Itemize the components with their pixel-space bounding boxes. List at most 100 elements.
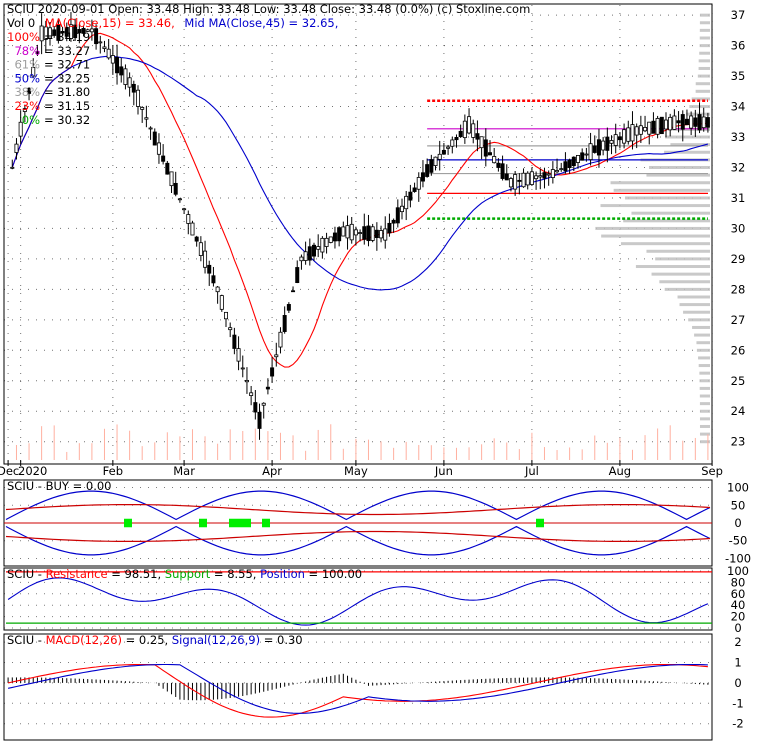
candle-body (555, 170, 560, 173)
sub-tick-label: -100 (725, 551, 751, 565)
price-tick-label: 32 (731, 160, 746, 174)
signal-label: Signal(12,26,9) (172, 633, 260, 647)
candle-body (307, 246, 312, 261)
macd-line (7, 663, 708, 718)
profile-bar (694, 333, 710, 337)
volume-bar (53, 425, 55, 460)
candle-body (546, 173, 551, 176)
fib-value-label: = 30.32 (44, 113, 90, 127)
profile-bar (696, 341, 710, 345)
position-label: Position (260, 567, 305, 581)
candle-body (496, 162, 501, 168)
candle-body (672, 115, 677, 130)
profile-bar (620, 242, 710, 246)
price-tick-label: 26 (731, 343, 746, 357)
candle-body (244, 379, 249, 383)
profile-bar (600, 204, 710, 208)
volume-bar (669, 425, 671, 460)
profile-bar (595, 226, 710, 230)
profile-bar (699, 51, 710, 55)
macd-y-axis: 2 1 0 -1 -2 (732, 635, 743, 731)
volume-bar (191, 429, 193, 460)
candle-body (404, 195, 409, 210)
profile-bar (699, 394, 710, 398)
volume-bar (430, 445, 432, 460)
price-tick-label: 23 (731, 435, 746, 449)
date-tick-label: May (344, 464, 368, 478)
volume-bar (15, 445, 17, 460)
candle-body (408, 191, 413, 201)
profile-bar (699, 379, 710, 383)
ma45-line (11, 55, 709, 291)
candle-body (370, 226, 375, 241)
volume-bar (279, 432, 281, 460)
candle-body (190, 222, 195, 236)
candle-body (471, 123, 476, 138)
ma15-label: MA(Close,15) = 33.46, (45, 16, 175, 30)
profile-bar (664, 287, 710, 291)
candle-body (270, 367, 275, 377)
candle-body (697, 114, 702, 131)
candle-body (592, 145, 597, 153)
candle-body (638, 125, 643, 135)
candle-body (73, 24, 78, 39)
fib-value-label: = 32.71 (44, 58, 90, 72)
sub-tick-label: -50 (729, 534, 748, 548)
volume-bar (28, 443, 30, 460)
candle-body (236, 348, 241, 362)
profile-bar (699, 21, 710, 25)
candle-body (559, 168, 564, 171)
fib-pct-label: 38% (14, 85, 40, 99)
candle-body (705, 117, 710, 128)
candle-body (521, 172, 526, 188)
profile-bar (699, 44, 710, 48)
buy-panel: 100 50 0 -50 -100 SCIU - BUY = 0.00 (3, 479, 751, 567)
volume-bar (694, 437, 696, 460)
volume-bar (367, 439, 369, 460)
candle-body (56, 24, 61, 41)
candle-body (563, 161, 568, 172)
profile-bar (695, 82, 710, 86)
candle-body (693, 117, 698, 127)
profile-bar (691, 97, 710, 101)
candle-body (613, 134, 618, 146)
signal-line (7, 663, 708, 714)
volume-bars (15, 424, 709, 460)
profile-bar (699, 409, 710, 413)
profile-bar (698, 59, 710, 63)
candle-body (634, 126, 639, 136)
volume-bar (493, 438, 495, 460)
price-tick-label: 36 (731, 39, 746, 53)
candle-body (651, 120, 656, 134)
sub-tick-label: 80 (731, 575, 746, 589)
sub-tick-label: 40 (731, 598, 746, 612)
profile-bar (699, 424, 710, 428)
candle-body (219, 295, 224, 310)
candle-body (446, 146, 451, 149)
candle-body (177, 198, 182, 201)
position-line (7, 577, 709, 626)
buy-signal-marker (536, 518, 544, 528)
date-tick-label: Mar (173, 464, 195, 478)
candle-body (492, 156, 497, 164)
candle-body (513, 174, 518, 190)
volume-bar (481, 444, 483, 460)
date-tick-label: Apr (262, 464, 282, 478)
volume-bar (204, 436, 206, 460)
candle-body (261, 402, 266, 406)
candle-body (265, 386, 270, 390)
candle-body (525, 172, 530, 186)
volume-bar (242, 430, 244, 460)
candle-body (437, 153, 442, 160)
candle-body (182, 208, 187, 211)
fib-value-label: = 34.19 (44, 30, 90, 44)
candle-body (324, 237, 329, 247)
profile-bar (664, 150, 710, 154)
sub-tick-label: -2 (732, 717, 743, 731)
candle-body (77, 29, 82, 34)
candle-body (274, 354, 279, 358)
candle-body (462, 120, 467, 139)
date-tick-label: Jul (524, 464, 539, 478)
